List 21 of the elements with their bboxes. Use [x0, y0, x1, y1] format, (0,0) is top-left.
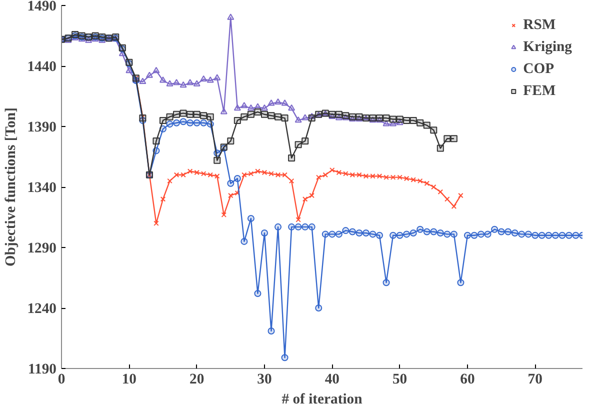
legend-label: Kriging	[523, 38, 572, 56]
y-tick-label: 1490	[27, 0, 56, 14]
legend-label: RSM	[523, 16, 556, 34]
y-tick-label: 1290	[27, 240, 56, 256]
y-tick-label: 1190	[28, 362, 57, 378]
x-tick-label: 30	[257, 372, 272, 388]
legend-label: COP	[523, 60, 554, 78]
x-tick-label: 10	[122, 372, 136, 388]
x-tick-label: 0	[58, 372, 66, 388]
y-tick-label: 1340	[27, 180, 56, 196]
x-tick-label: 70	[528, 372, 542, 388]
y-tick-label: 1240	[27, 301, 56, 317]
y-tick-label: 1390	[27, 120, 56, 136]
y-tick-label: 1440	[27, 59, 56, 75]
x-axis-title: # of iteration	[282, 392, 362, 408]
x-tick-label: 20	[189, 372, 204, 388]
y-axis-title: Objective functions [Ton]	[3, 107, 20, 267]
legend-label: FEM	[523, 82, 556, 100]
x-tick-label: 50	[392, 372, 408, 388]
x-tick-label: 60	[460, 372, 475, 388]
x-tick-label: 40	[324, 372, 340, 388]
